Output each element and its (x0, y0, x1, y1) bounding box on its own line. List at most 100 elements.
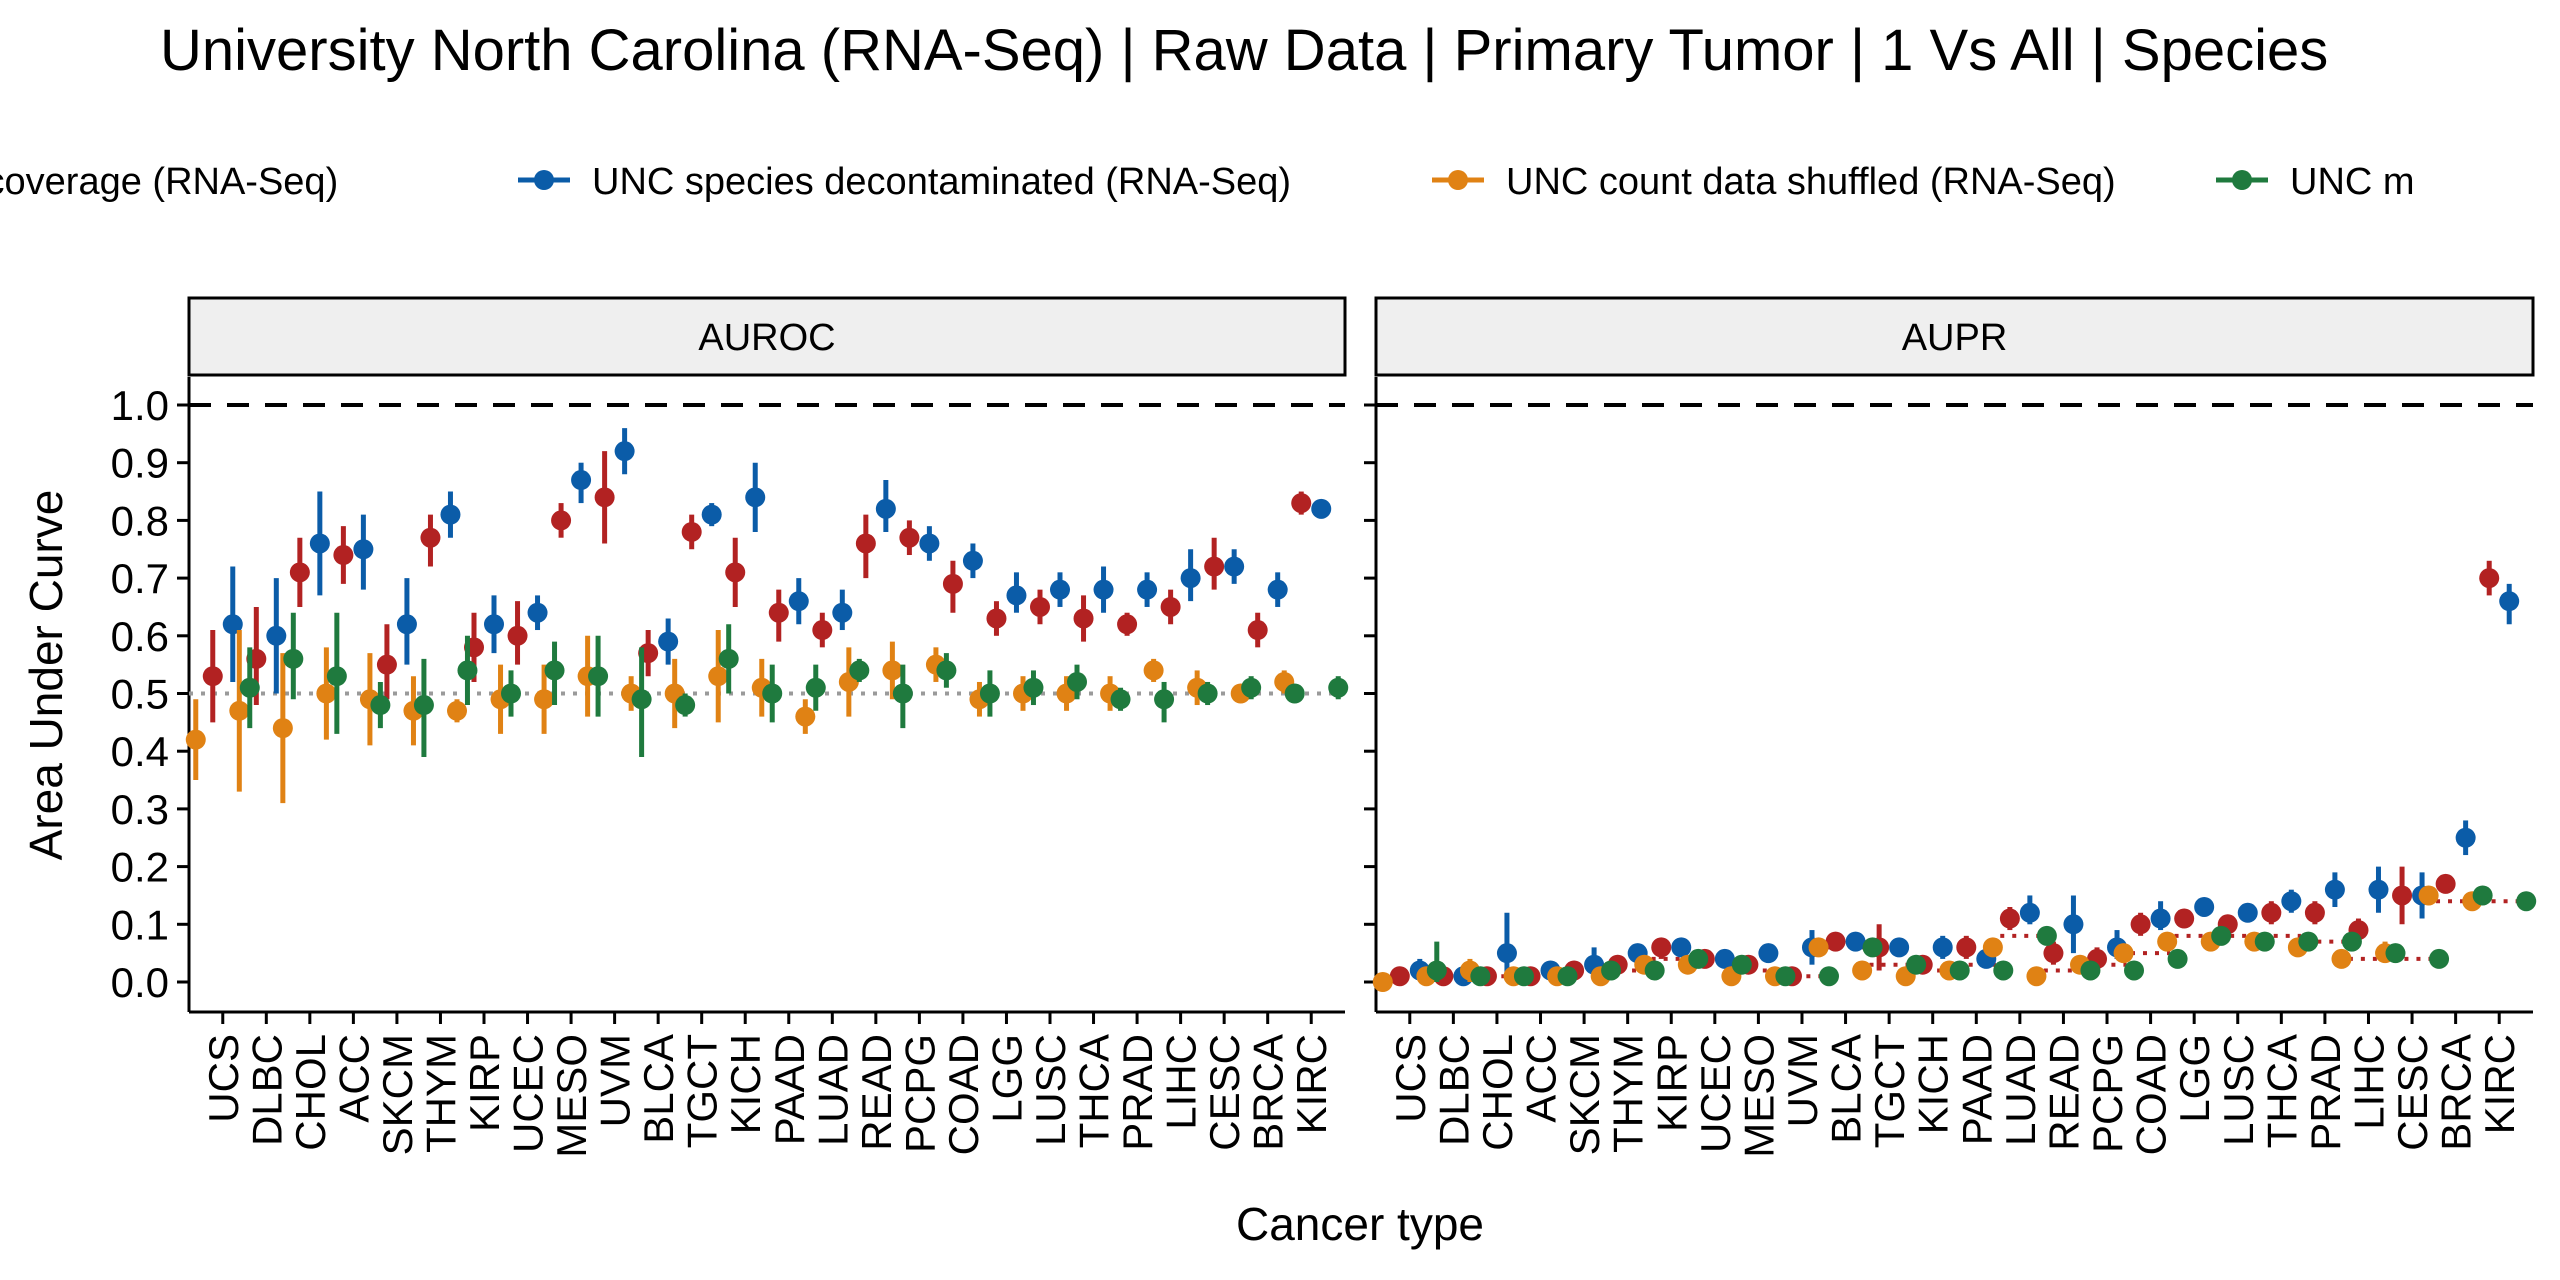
data-point (2157, 931, 2178, 952)
x-tick-label: KIRC (1288, 1034, 1335, 1134)
data-point (1644, 960, 1665, 981)
data-point (2298, 931, 2319, 952)
data-point (2130, 914, 2151, 935)
data-point (708, 666, 729, 687)
series-0 (202, 451, 1312, 723)
legend-entry: UNC m (2216, 161, 2415, 203)
legend-label: UNC count data shuffled (RNA-Seq) (1506, 161, 2116, 203)
panel-auroc: AUROC 0.0 0.1 0.2 0.3 0.4 0.5 0.6 0.7 0.8 0.9 1.0 UC… (111, 296, 1349, 1158)
data-point (2174, 908, 2195, 929)
x-tick-label: UCS (1387, 1034, 1434, 1123)
data-point (1470, 966, 1491, 987)
data-point (745, 487, 766, 508)
data-point (447, 700, 467, 721)
x-tick-label: UCS (200, 1034, 247, 1123)
y-tick-label: 0.3 (111, 786, 169, 833)
data-point (551, 510, 572, 531)
data-point (1154, 689, 1175, 710)
x-tick-label: BLCA (635, 1034, 682, 1144)
x-tick-label: PCPG (2084, 1034, 2131, 1153)
data-point (1671, 937, 1692, 958)
data-point (376, 654, 397, 675)
panels: AUROC 0.0 0.1 0.2 0.3 0.4 0.5 0.6 0.7 0.8 0.9 1.0 UC… (111, 296, 2537, 1158)
data-point (457, 660, 478, 681)
data-point (2516, 891, 2537, 912)
data-point (614, 441, 635, 462)
x-tick-label: LGG (2171, 1034, 2218, 1123)
data-point (185, 729, 206, 750)
data-point (1067, 671, 1087, 692)
data-point (1993, 960, 2014, 981)
x-tick-label: LUSC (2215, 1034, 2262, 1146)
data-point (544, 660, 565, 681)
data-point (370, 695, 391, 716)
data-point (2124, 960, 2145, 981)
legend-label: UNC m (2290, 161, 2415, 203)
x-tick-label: READ (853, 1034, 900, 1151)
data-point (1999, 908, 2020, 929)
data-point (1982, 937, 2003, 958)
data-point (675, 695, 696, 716)
legend-label: UNC species decontaminated (RNA-Seq) (592, 161, 1291, 203)
data-point (316, 683, 337, 704)
legend-entry: UNC species decontaminated (RNA-Seq) (518, 161, 1291, 203)
data-point (2261, 902, 2282, 923)
data-point (1852, 960, 1873, 981)
data-point (239, 677, 260, 698)
data-point (1073, 608, 1094, 629)
x-tick-label: COAD (940, 1034, 987, 1155)
data-point (768, 602, 789, 623)
series-1 (222, 428, 1332, 694)
data-point (718, 648, 739, 669)
legend-key-dot (1448, 170, 1468, 190)
data-point (2026, 966, 2047, 987)
data-point (942, 573, 963, 594)
x-axis-label: Cancer type (1236, 1198, 1484, 1250)
x-tick-label: THYM (1605, 1034, 1652, 1153)
legend-entry: cies high coverage (RNA-Seq) (0, 161, 338, 203)
data-point (2435, 873, 2456, 894)
data-point (2304, 902, 2325, 923)
data-point (1247, 620, 1268, 641)
x-tick-label: UVM (592, 1034, 639, 1127)
data-point (1267, 579, 1288, 600)
data-point (1426, 960, 1447, 981)
data-point (1023, 677, 1044, 698)
data-point (2499, 591, 2520, 612)
data-point (2324, 879, 2345, 900)
data-point (1328, 677, 1349, 698)
legend-entry: UNC count data shuffled (RNA-Seq) (1432, 161, 2116, 203)
data-point (353, 539, 374, 560)
data-point (812, 620, 833, 641)
data-point (501, 683, 521, 704)
data-point (1557, 966, 1578, 987)
y-tick-label: 0.6 (111, 613, 169, 660)
data-point (986, 608, 1007, 629)
data-point (222, 614, 243, 635)
data-point (1688, 948, 1709, 969)
x-tick-label: TGCT (1866, 1034, 1913, 1148)
data-point (527, 602, 548, 623)
x-tick-label: CESC (2389, 1034, 2436, 1151)
data-point (289, 562, 310, 583)
data-point (899, 527, 920, 548)
data-point (1180, 568, 1201, 589)
x-tick-label: DLBC (243, 1034, 290, 1146)
series-3 (1426, 885, 2537, 987)
data-point (1731, 954, 1752, 975)
y-tick-label: 0.9 (111, 440, 169, 487)
data-point (1110, 689, 1131, 710)
x-tick-label: LIHC (2345, 1034, 2392, 1130)
data-point (1825, 931, 1846, 952)
x-tick-label: KICH (722, 1034, 769, 1134)
series-2 (185, 630, 1295, 804)
data-point (202, 666, 223, 687)
x-tick-label: ACC (1518, 1034, 1565, 1123)
data-point (832, 602, 853, 623)
data-point (1862, 937, 1883, 958)
legend-key-dot (2232, 170, 2252, 190)
data-point (2237, 902, 2258, 923)
data-point (882, 660, 903, 681)
x-tick-label: KIRP (461, 1034, 508, 1132)
